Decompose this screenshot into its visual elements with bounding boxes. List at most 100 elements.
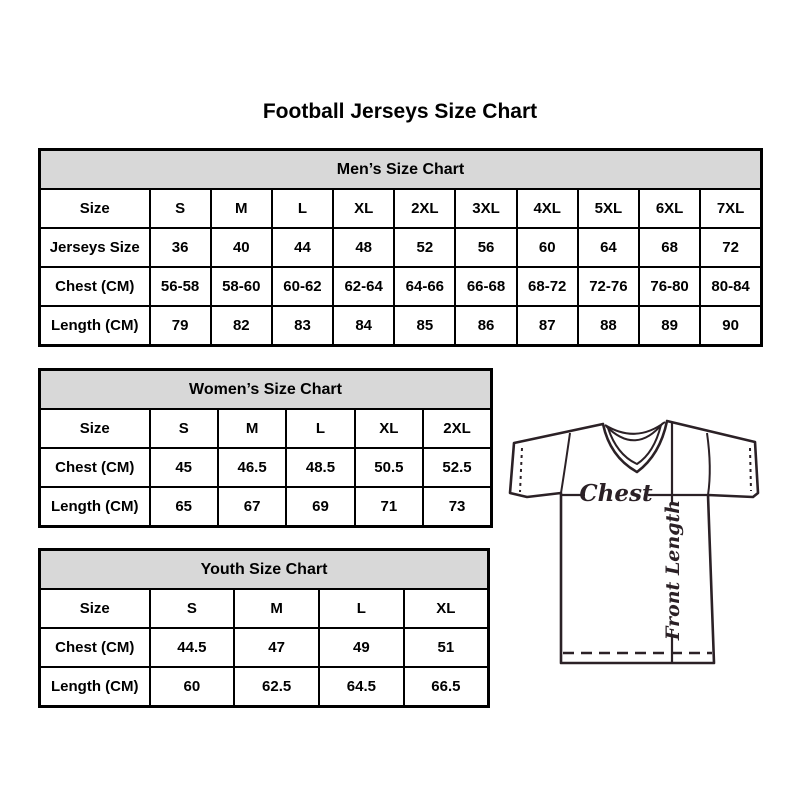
table-cell: 76-80 bbox=[637, 266, 702, 307]
table-cell: 80-84 bbox=[699, 266, 763, 307]
table-row: Length (CM) 65 67 69 71 73 bbox=[38, 486, 493, 528]
table-row: Size S M L XL bbox=[38, 588, 490, 629]
collar-v-inner bbox=[607, 424, 662, 466]
column-header-cell: 3XL bbox=[454, 188, 518, 229]
left-cuff-dashed-line bbox=[519, 447, 523, 493]
column-header-cell: L bbox=[285, 408, 356, 449]
table-cell: 45 bbox=[148, 447, 219, 488]
column-header-cell: L bbox=[270, 188, 335, 229]
column-header-cell: 4XL bbox=[515, 188, 579, 229]
table-cell: 86 bbox=[454, 305, 518, 347]
table-cell: 44 bbox=[270, 227, 335, 268]
size-table: Women’s Size Chart Size S M L XL 2XL Chest (CM)… bbox=[38, 368, 493, 528]
column-header-cell: XL bbox=[353, 408, 425, 449]
table-cell: 62.5 bbox=[233, 666, 320, 708]
table-cell: 60 bbox=[148, 666, 236, 708]
mens-size-table: Men’s Size Chart Size S M L XL 2XL 3XL 4XL 5XL 6XL… bbox=[38, 148, 763, 347]
table-cell: 82 bbox=[209, 305, 273, 347]
table-row: Chest (CM) 44.5 47 49 51 bbox=[38, 627, 490, 668]
row-header-cell: Chest (CM) bbox=[38, 266, 151, 307]
chest-label: Chest bbox=[579, 480, 653, 507]
column-header-cell: M bbox=[233, 588, 320, 629]
size-table: Men’s Size Chart Size S M L XL 2XL 3XL 4XL 5XL 6XL… bbox=[38, 148, 763, 347]
row-header-cell: Length (CM) bbox=[38, 666, 151, 708]
table-cell: 56 bbox=[454, 227, 518, 268]
page-title: Football Jerseys Size Chart bbox=[262, 100, 538, 123]
table-cell: 65 bbox=[148, 486, 219, 528]
table-cell: 47 bbox=[233, 627, 320, 668]
table-cell: 52.5 bbox=[422, 447, 493, 488]
column-header-cell: M bbox=[209, 188, 273, 229]
front-length-label-bg bbox=[662, 504, 683, 636]
right-cuff-dashed-line bbox=[749, 447, 752, 492]
table-cell: 49 bbox=[318, 627, 405, 668]
table-cell: 84 bbox=[332, 305, 396, 347]
table-cell: 79 bbox=[148, 305, 212, 347]
column-header-cell: 2XL bbox=[393, 188, 457, 229]
table-row: Chest (CM) 45 46.5 48.5 50.5 52.5 bbox=[38, 447, 493, 488]
table-cell: 88 bbox=[576, 305, 641, 347]
table-cell: 66-68 bbox=[454, 266, 518, 307]
row-header-cell: Chest (CM) bbox=[38, 627, 151, 668]
table-row: Size S M L XL 2XL 3XL 4XL 5XL 6XL 7XL bbox=[38, 188, 763, 229]
table-cell: 46.5 bbox=[216, 447, 288, 488]
column-header-cell: S bbox=[148, 588, 236, 629]
table-cell: 44.5 bbox=[148, 627, 236, 668]
table-cell: 72 bbox=[699, 227, 763, 268]
table-title-row: Men’s Size Chart bbox=[38, 148, 763, 190]
size-table: Youth Size Chart Size S M L XL Chest (CM) 44.5 4… bbox=[38, 548, 490, 708]
table-cell: 52 bbox=[393, 227, 457, 268]
table-cell: 60-62 bbox=[270, 266, 335, 307]
column-header-cell: M bbox=[216, 408, 288, 449]
column-header-cell: S bbox=[148, 408, 219, 449]
table-row: Chest (CM) 56-58 58-60 60-62 62-64 64-66 66-68… bbox=[38, 266, 763, 307]
table-cell: 69 bbox=[285, 486, 356, 528]
table-row: Size S M L XL 2XL bbox=[38, 408, 493, 449]
table-row: Length (CM) 60 62.5 64.5 66.5 bbox=[38, 666, 490, 708]
table-row: Length (CM) 79 82 83 84 85 86 87 88 89 90 bbox=[38, 305, 763, 347]
table-cell: 48 bbox=[332, 227, 396, 268]
table-cell: 60 bbox=[515, 227, 579, 268]
row-header-cell: Length (CM) bbox=[38, 305, 151, 347]
table-cell: 83 bbox=[270, 305, 335, 347]
table-row: Jerseys Size 36 40 44 48 52 56 60 64 68 72 bbox=[38, 227, 763, 268]
table-cell: 40 bbox=[209, 227, 273, 268]
table-title: Men’s Size Chart bbox=[38, 148, 763, 190]
column-header-cell: Size bbox=[38, 188, 151, 229]
table-title: Women’s Size Chart bbox=[38, 368, 493, 410]
column-header-cell: 7XL bbox=[699, 188, 763, 229]
table-cell: 66.5 bbox=[402, 666, 490, 708]
table-cell: 73 bbox=[422, 486, 493, 528]
column-header-cell: 5XL bbox=[576, 188, 641, 229]
table-cell: 89 bbox=[637, 305, 702, 347]
table-title-row: Women’s Size Chart bbox=[38, 368, 493, 410]
table-cell: 58-60 bbox=[209, 266, 273, 307]
table-cell: 68 bbox=[637, 227, 702, 268]
column-header-cell: Size bbox=[38, 408, 151, 449]
table-cell: 67 bbox=[216, 486, 288, 528]
left-armhole-seam bbox=[560, 432, 571, 494]
table-cell: 90 bbox=[699, 305, 763, 347]
column-header-cell: L bbox=[318, 588, 405, 629]
table-cell: 87 bbox=[515, 305, 579, 347]
womens-size-table: Women’s Size Chart Size S M L XL 2XL Chest (CM)… bbox=[38, 368, 493, 528]
table-cell: 62-64 bbox=[332, 266, 396, 307]
table-cell: 68-72 bbox=[515, 266, 579, 307]
column-header-cell: 6XL bbox=[637, 188, 702, 229]
table-cell: 50.5 bbox=[353, 447, 425, 488]
row-header-cell: Chest (CM) bbox=[38, 447, 151, 488]
column-header-cell: S bbox=[148, 188, 212, 229]
jersey-outline bbox=[508, 419, 760, 665]
table-title-row: Youth Size Chart bbox=[38, 548, 490, 590]
column-header-cell: 2XL bbox=[422, 408, 493, 449]
table-cell: 36 bbox=[148, 227, 212, 268]
table-cell: 64.5 bbox=[318, 666, 405, 708]
column-header-cell: XL bbox=[332, 188, 396, 229]
front-length-label: Front Length bbox=[662, 500, 684, 641]
table-cell: 72-76 bbox=[576, 266, 641, 307]
column-header-cell: Size bbox=[38, 588, 151, 629]
collar-arc-inner bbox=[605, 422, 664, 442]
table-cell: 64 bbox=[576, 227, 641, 268]
row-header-cell: Length (CM) bbox=[38, 486, 151, 528]
table-cell: 51 bbox=[402, 627, 490, 668]
